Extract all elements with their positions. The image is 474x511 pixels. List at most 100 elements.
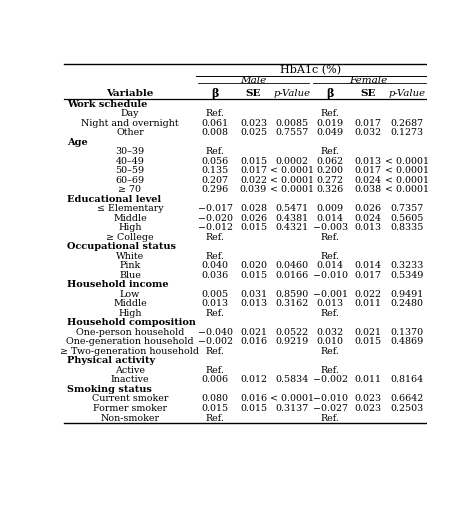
Text: 0.031: 0.031 (240, 290, 267, 299)
Text: 0.016: 0.016 (240, 337, 267, 346)
Text: Ref.: Ref. (206, 233, 225, 242)
Text: 0.015: 0.015 (240, 223, 267, 233)
Text: 0.028: 0.028 (240, 204, 267, 213)
Text: 0.6642: 0.6642 (390, 394, 423, 404)
Text: Variable: Variable (106, 88, 154, 98)
Text: 0.012: 0.012 (240, 376, 267, 384)
Text: 0.5834: 0.5834 (275, 376, 309, 384)
Text: High: High (118, 309, 142, 318)
Text: 0.039: 0.039 (240, 185, 267, 194)
Text: SE: SE (361, 88, 376, 98)
Text: Female: Female (349, 76, 387, 85)
Text: −0.020: −0.020 (198, 214, 233, 223)
Text: 0.0002: 0.0002 (275, 157, 308, 166)
Text: Household composition: Household composition (67, 318, 196, 328)
Text: 0.013: 0.013 (201, 299, 229, 309)
Text: Ref.: Ref. (206, 147, 225, 156)
Text: 0.8590: 0.8590 (275, 290, 309, 299)
Text: 0.8335: 0.8335 (390, 223, 423, 233)
Text: Occupational status: Occupational status (67, 242, 176, 251)
Text: Ref.: Ref. (320, 413, 339, 423)
Text: 0.025: 0.025 (240, 128, 267, 137)
Text: 30–39: 30–39 (115, 147, 145, 156)
Text: 0.015: 0.015 (240, 157, 267, 166)
Text: Ref.: Ref. (320, 233, 339, 242)
Text: 0.032: 0.032 (317, 328, 344, 337)
Text: 0.014: 0.014 (355, 261, 382, 270)
Text: Active: Active (115, 366, 145, 375)
Text: 0.207: 0.207 (201, 176, 228, 185)
Text: 0.017: 0.017 (355, 271, 382, 280)
Text: 0.4321: 0.4321 (275, 223, 308, 233)
Text: Middle: Middle (113, 299, 147, 309)
Text: 0.011: 0.011 (355, 299, 382, 309)
Text: p-Value: p-Value (388, 88, 425, 98)
Text: −0.003: −0.003 (312, 223, 347, 233)
Text: 0.013: 0.013 (317, 299, 344, 309)
Text: 0.135: 0.135 (201, 166, 229, 175)
Text: Ref.: Ref. (206, 366, 225, 375)
Text: 0.2480: 0.2480 (390, 299, 423, 309)
Text: 0.023: 0.023 (355, 404, 382, 413)
Text: 0.5349: 0.5349 (390, 271, 423, 280)
Text: p-Value: p-Value (273, 88, 310, 98)
Text: 0.0460: 0.0460 (275, 261, 308, 270)
Text: 0.3137: 0.3137 (275, 404, 309, 413)
Text: −0.017: −0.017 (198, 204, 233, 213)
Text: 0.014: 0.014 (317, 214, 344, 223)
Text: 0.032: 0.032 (355, 128, 382, 137)
Text: 0.019: 0.019 (317, 119, 344, 128)
Text: White: White (116, 252, 144, 261)
Text: Educational level: Educational level (67, 195, 161, 204)
Text: 0.1370: 0.1370 (390, 328, 423, 337)
Text: Day: Day (121, 109, 139, 118)
Text: High: High (118, 223, 142, 233)
Text: 0.061: 0.061 (201, 119, 229, 128)
Text: < 0.0001: < 0.0001 (385, 176, 428, 185)
Text: −0.002: −0.002 (198, 337, 233, 346)
Text: 0.7357: 0.7357 (390, 204, 423, 213)
Text: 0.021: 0.021 (355, 328, 382, 337)
Text: 0.006: 0.006 (201, 376, 229, 384)
Text: 0.013: 0.013 (355, 223, 382, 233)
Text: 0.080: 0.080 (201, 394, 228, 404)
Text: Household income: Household income (67, 281, 169, 289)
Text: 0.038: 0.038 (355, 185, 382, 194)
Text: Pink: Pink (119, 261, 141, 270)
Text: Non-smoker: Non-smoker (100, 413, 159, 423)
Text: Ref.: Ref. (206, 109, 225, 118)
Text: β: β (211, 87, 219, 99)
Text: 0.013: 0.013 (240, 299, 267, 309)
Text: Ref.: Ref. (320, 109, 339, 118)
Text: 0.022: 0.022 (355, 290, 382, 299)
Text: −0.001: −0.001 (312, 290, 347, 299)
Text: Former smoker: Former smoker (93, 404, 167, 413)
Text: Ref.: Ref. (320, 252, 339, 261)
Text: 0.026: 0.026 (355, 204, 382, 213)
Text: 0.5471: 0.5471 (275, 204, 308, 213)
Text: < 0.0001: < 0.0001 (385, 185, 428, 194)
Text: Blue: Blue (119, 271, 141, 280)
Text: 0.7557: 0.7557 (275, 128, 309, 137)
Text: 0.017: 0.017 (355, 166, 382, 175)
Text: 0.9491: 0.9491 (390, 290, 423, 299)
Text: 0.4869: 0.4869 (390, 337, 423, 346)
Text: 0.023: 0.023 (240, 119, 267, 128)
Text: 0.049: 0.049 (317, 128, 344, 137)
Text: Age: Age (67, 138, 88, 147)
Text: 0.011: 0.011 (355, 376, 382, 384)
Text: 0.3162: 0.3162 (275, 299, 309, 309)
Text: Night and overnight: Night and overnight (81, 119, 179, 128)
Text: Physical activity: Physical activity (67, 357, 155, 365)
Text: 0.3233: 0.3233 (390, 261, 423, 270)
Text: 0.010: 0.010 (317, 337, 344, 346)
Text: ≥ College: ≥ College (106, 233, 154, 242)
Text: −0.010: −0.010 (312, 271, 347, 280)
Text: 0.015: 0.015 (201, 404, 229, 413)
Text: 0.8164: 0.8164 (390, 376, 423, 384)
Text: 0.200: 0.200 (317, 166, 344, 175)
Text: ≥ Two-generation household: ≥ Two-generation household (61, 347, 200, 356)
Text: 0.008: 0.008 (201, 128, 228, 137)
Text: 0.009: 0.009 (317, 204, 344, 213)
Text: 0.036: 0.036 (201, 271, 229, 280)
